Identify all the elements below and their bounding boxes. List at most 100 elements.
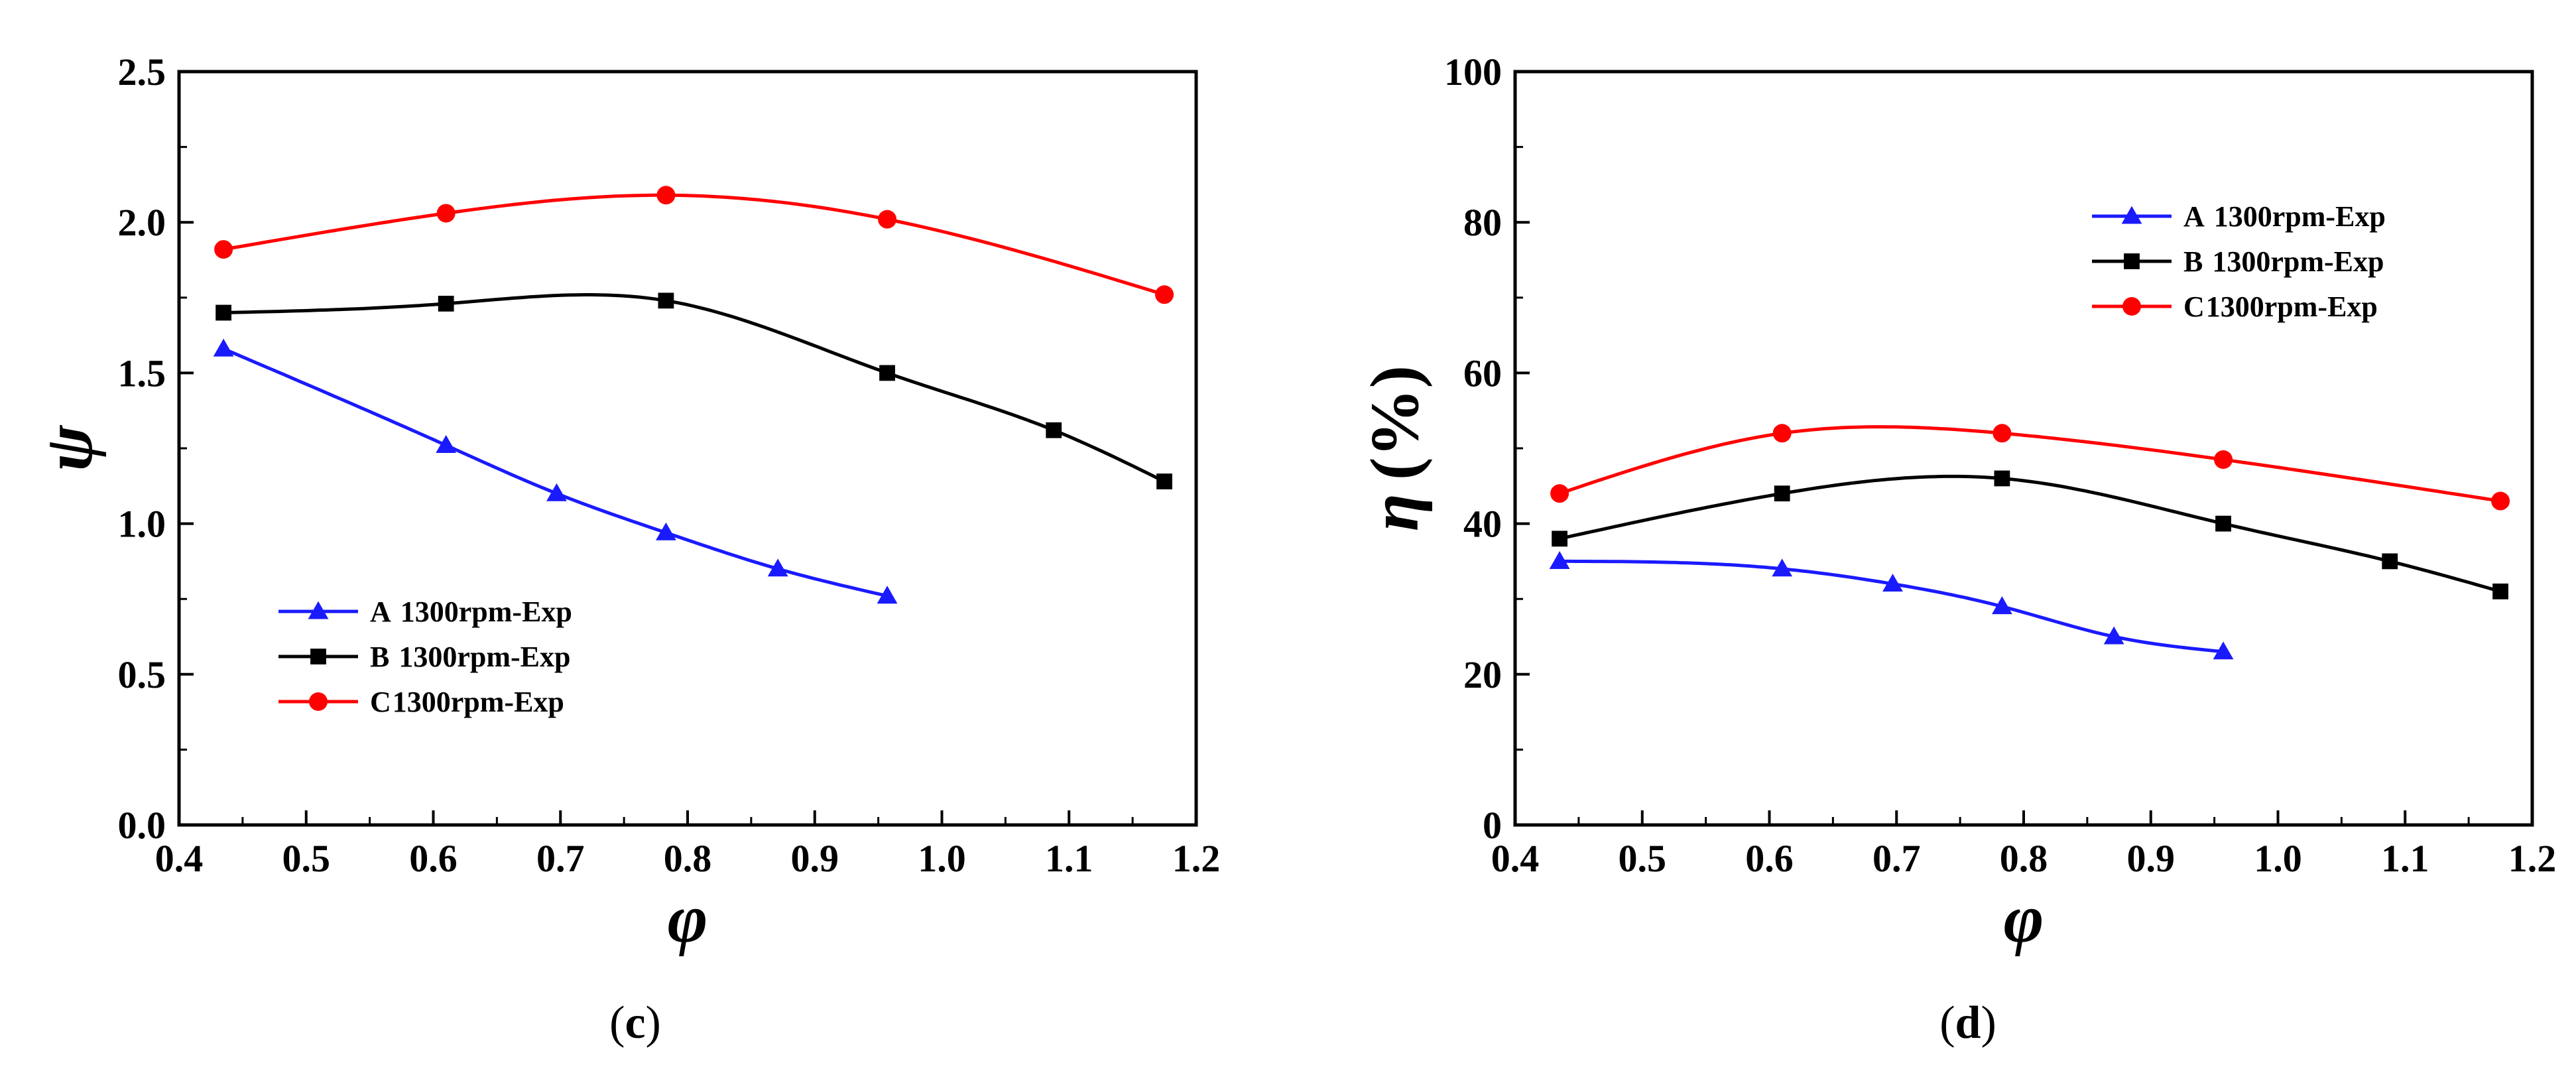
y-tick-label: 100: [1444, 50, 1502, 94]
series-curves-c: [223, 193, 1166, 598]
legend-A-letter: A: [2183, 200, 2205, 233]
series-A-line: [1560, 559, 2224, 654]
y-tick-label: 2.5: [118, 50, 166, 94]
tick-labels-d: 0.4 0.5 0.6 0.7 0.8 0.9 1.0 1.1 1.2 0 20 40 60 80 100: [1444, 50, 2556, 880]
x-tick-label: 0.9: [791, 837, 839, 880]
series-B-point: [438, 295, 454, 312]
series-B-point: [2215, 515, 2231, 532]
series-B-point: [1994, 470, 2010, 487]
legend-A-label: A 1300rpm-Exp: [2183, 200, 2386, 233]
y-tick-label: 2.0: [118, 201, 166, 244]
x-tick-label: 1.1: [1045, 837, 1093, 880]
caption-d: (d): [1939, 997, 1996, 1048]
x-tick-label: 0.5: [282, 837, 331, 880]
series-B-point: [1046, 422, 1062, 438]
tick-labels-c: 0.4 0.5 0.6 0.7 0.8 0.9 1.0 1.1 1.2 0.0 0.5 1.0 1.5 2…: [118, 50, 1221, 880]
series-A-point: [1992, 596, 2012, 615]
series-A-point: [767, 558, 788, 577]
x-tick-label: 0.8: [2000, 837, 2048, 880]
series-markers-d: [1549, 424, 2510, 660]
legend-A-marker: [308, 601, 329, 619]
y-axis-title-d: η (%): [1357, 365, 1433, 531]
series-markers-c: [213, 186, 1174, 604]
caption-d-open: (: [1939, 997, 1955, 1048]
y-tick-label: 0.0: [118, 804, 166, 847]
series-B-point: [215, 304, 232, 321]
x-tick-label: 1.2: [2508, 837, 2557, 880]
series-A-point: [2213, 641, 2234, 660]
legend-C-name: 1300rpm-Exp: [393, 686, 564, 718]
y-tick-label: 0.5: [118, 653, 166, 696]
legend-C-letter: C: [370, 686, 391, 718]
series-B-point: [1552, 531, 1568, 547]
y-tick-label: 1.0: [118, 503, 166, 546]
plot-frame-d: [1513, 70, 2534, 827]
legend-C-marker: [2122, 297, 2141, 316]
y-axis-title-d-symbol: η: [1357, 493, 1433, 531]
series-A-point: [1772, 558, 1793, 577]
x-tick-label: 0.4: [155, 837, 204, 880]
y-tick-label: 60: [1463, 351, 1502, 395]
series-A-point: [2103, 626, 2124, 645]
y-tick-label: 1.5: [118, 351, 166, 395]
legend-B-label: B 1300rpm-Exp: [370, 641, 570, 673]
legend-C-label: C1300rpm-Exp: [2183, 290, 2378, 323]
legend-A-label: A 1300rpm-Exp: [370, 596, 572, 628]
y-tick-label: 0: [1483, 804, 1502, 847]
caption-d-letter: d: [1955, 997, 1981, 1048]
caption-c-open: (: [609, 997, 625, 1048]
legend-B-name: 1300rpm-Exp: [399, 641, 570, 673]
legend-A-letter: A: [370, 596, 391, 628]
series-B-point: [879, 365, 895, 381]
series-B-line: [223, 293, 1166, 483]
x-tick-label: 0.4: [1491, 837, 1540, 880]
series-A-point: [436, 435, 457, 454]
series-C-point: [2491, 491, 2510, 511]
legend-C-marker: [309, 692, 328, 711]
series-A-point: [213, 338, 234, 357]
series-A-point: [1882, 574, 1903, 592]
legend-A-marker: [2121, 206, 2142, 224]
y-axis-title-c: ψ: [31, 424, 107, 472]
caption-c-letter: c: [625, 997, 645, 1048]
legend-B-letter: B: [2183, 245, 2203, 278]
y-tick-label: 20: [1463, 653, 1502, 696]
series-B-line: [1559, 474, 2501, 594]
y-tick-label: 40: [1463, 503, 1502, 546]
legend-B-letter: B: [370, 641, 389, 673]
series-B-point: [1774, 485, 1790, 502]
x-tick-label: 0.6: [1745, 837, 1794, 880]
y-axis-title-d-unit: (%): [1357, 365, 1433, 480]
legend-B-marker: [310, 649, 326, 664]
x-tick-label: 0.7: [1872, 837, 1921, 880]
legend-C-letter: C: [2183, 290, 2205, 323]
series-C-point: [1993, 424, 2012, 443]
legend-C-name: 1300rpm-Exp: [2206, 290, 2378, 323]
series-C-point: [1155, 285, 1174, 304]
legend-B-label: B 1300rpm-Exp: [2183, 245, 2384, 278]
x-axis-title-d: φ: [2004, 881, 2044, 957]
legend-B-name: 1300rpm-Exp: [2212, 245, 2384, 278]
series-C-line: [223, 193, 1165, 296]
caption-c: (c): [609, 997, 661, 1048]
series-A-line: [223, 347, 888, 598]
x-tick-label: 0.9: [2127, 837, 2176, 880]
series-B-point: [1156, 473, 1172, 489]
legend-C-label: C1300rpm-Exp: [370, 686, 564, 718]
series-C-line: [1559, 425, 2501, 503]
series-C-point: [1550, 484, 1569, 503]
tick-marks-c: [178, 70, 1197, 826]
x-tick-label: 0.6: [409, 837, 458, 880]
x-tick-label: 1.0: [2254, 837, 2302, 880]
series-C-point: [1772, 424, 1792, 443]
x-tick-label: 0.7: [536, 837, 585, 880]
series-B-point: [2492, 583, 2508, 599]
x-tick-label: 0.5: [1619, 837, 1667, 880]
x-tick-label: 1.2: [1172, 837, 1221, 880]
series-B-point: [2382, 553, 2398, 570]
series-A-point: [656, 522, 676, 540]
plot-frame-c: [177, 70, 1198, 827]
